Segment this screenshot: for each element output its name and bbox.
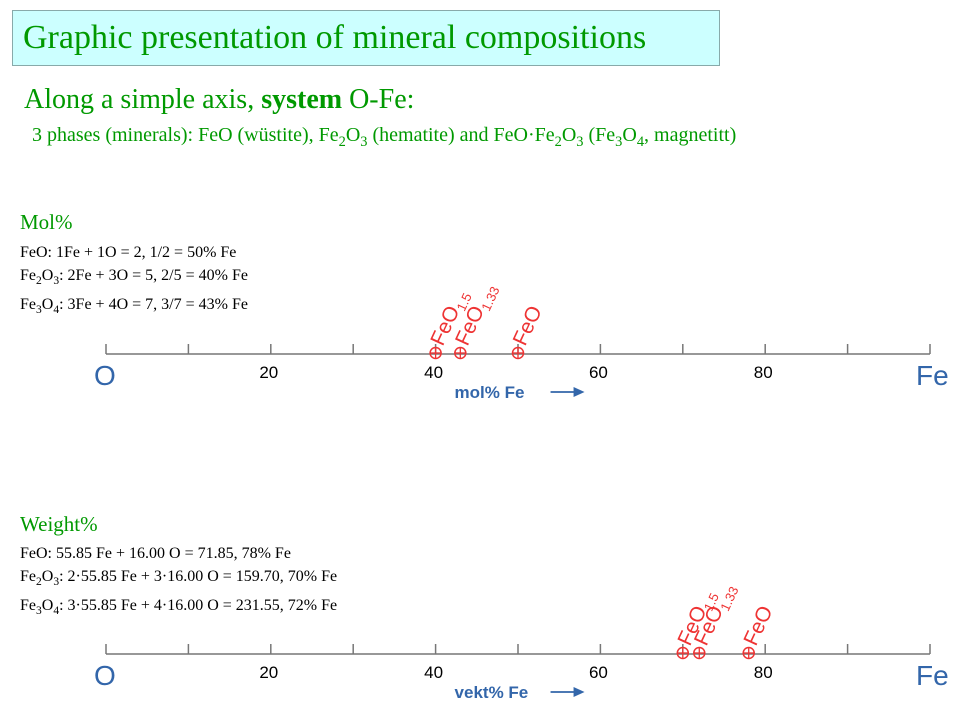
w-l3-s2: 4 [53, 605, 60, 618]
weight-arrow-head [573, 687, 585, 697]
weight-line-2: Fe2O3: 2·55.85 Fe + 3·16.00 O = 159.70, … [20, 565, 337, 594]
w-l3-c: : 3·55.85 Fe + 4·16.00 O = 231.55, 72% F… [59, 597, 338, 615]
mol-marker-sub: 1.5 [454, 291, 475, 314]
mol-tick-label: 40 [424, 363, 443, 382]
phases-text-4: O [561, 124, 577, 146]
weight-tick-label: 40 [424, 663, 443, 682]
w-l2-s1: 2 [36, 576, 42, 589]
mol-l2-b: O [41, 267, 54, 284]
mol-unit-label: mol% Fe [455, 383, 525, 402]
mol-tick-label: 20 [259, 363, 278, 382]
weight-right-label: Fe [916, 660, 949, 691]
w-l3-b: O [41, 597, 54, 615]
phases-sub-6: 4 [636, 134, 645, 150]
title-box: Graphic presentation of mineral composit… [12, 10, 720, 66]
weight-marker-sub: 1.33 [717, 584, 741, 613]
subtitle-bold: system [261, 84, 343, 115]
mol-arrow-head [573, 387, 585, 397]
mol-l3-b: O [41, 296, 54, 314]
w-l2-s2: 3 [53, 576, 60, 589]
subtitle-suffix: O-Fe: [342, 84, 415, 115]
phases-sub-4: 3 [576, 134, 584, 150]
mol-l2-s2: 3 [53, 275, 60, 288]
mol-tick-label: 60 [589, 363, 608, 382]
weight-unit-label: vekt% Fe [455, 683, 529, 702]
phases-text-6: O [622, 124, 637, 146]
mol-left-label: O [94, 360, 116, 391]
mol-l3-c: : 3Fe + 4O = 7, 3/7 = 43% Fe [59, 296, 248, 314]
w-l2-b: O [41, 568, 54, 585]
phases-sub-2: 3 [360, 134, 368, 150]
mol-line-3: Fe3O4: 3Fe + 4O = 7, 3/7 = 43% Fe [20, 293, 248, 322]
mol-tick-label: 80 [754, 363, 773, 382]
mol-l3-a: Fe [20, 296, 36, 314]
weight-marker-label-3: FeO [739, 602, 777, 649]
phases-sub-3: 2 [554, 134, 562, 150]
weight-marker-sub: 1.5 [701, 591, 722, 614]
weight-tick-label: 20 [259, 663, 278, 682]
phases-text-7: , magnetitt) [644, 124, 737, 146]
weight-tick-label: 80 [754, 663, 773, 682]
mol-right-label: Fe [916, 360, 949, 391]
weight-tick-label: 60 [589, 663, 608, 682]
weight-line-1: FeO: 55.85 Fe + 16.00 O = 71.85, 78% Fe [20, 545, 291, 562]
mol-l2-c: : 2Fe + 3O = 5, 2/5 = 40% Fe [59, 267, 248, 284]
mol-marker-label-3: FeO [509, 302, 547, 349]
mol-line-2: Fe2O3: 2Fe + 3O = 5, 2/5 = 40% Fe [20, 264, 248, 293]
mol-l2-s1: 2 [36, 275, 42, 288]
weight-left-label: O [94, 660, 116, 691]
mol-l3-s2: 4 [53, 304, 60, 317]
w-l3-a: Fe [20, 597, 36, 615]
weight-heading: Weight% [20, 512, 98, 536]
mol-calculations: FeO: 1Fe + 1O = 2, 1/2 = 50% Fe Fe2O3: 2… [20, 241, 248, 322]
weight-line-3: Fe3O4: 3·55.85 Fe + 4·16.00 O = 231.55, … [20, 594, 337, 623]
w-l2-c: : 2·55.85 Fe + 3·16.00 O = 159.70, 70% F… [59, 568, 338, 585]
subtitle: Along a simple axis, system O-Fe: [24, 84, 414, 116]
mol-marker-sub: 1.33 [478, 284, 502, 313]
phases-text-1: 3 phases (minerals): FeO (wüstite), Fe [32, 124, 339, 146]
phases-text-2: O [345, 124, 361, 146]
page-title: Graphic presentation of mineral composit… [23, 19, 647, 56]
mol-l2-a: Fe [20, 267, 36, 284]
phases-line: 3 phases (minerals): FeO (wüstite), Fe2O… [32, 124, 736, 151]
mol-heading: Mol% [20, 210, 73, 234]
mol-line-1: FeO: 1Fe + 1O = 2, 1/2 = 50% Fe [20, 244, 237, 261]
mol-l3-s1: 3 [36, 304, 42, 317]
phases-text-5: (Fe [583, 124, 616, 146]
weight-calculations: FeO: 55.85 Fe + 16.00 O = 71.85, 78% Fe … [20, 542, 337, 623]
phases-sub-1: 2 [338, 134, 346, 150]
phases-sub-5: 3 [615, 134, 623, 150]
w-l2-a: Fe [20, 568, 36, 585]
phases-text-3: (hematite) and FeO·Fe [367, 124, 555, 146]
w-l3-s1: 3 [36, 605, 42, 618]
subtitle-prefix: Along a simple axis, [24, 84, 262, 115]
